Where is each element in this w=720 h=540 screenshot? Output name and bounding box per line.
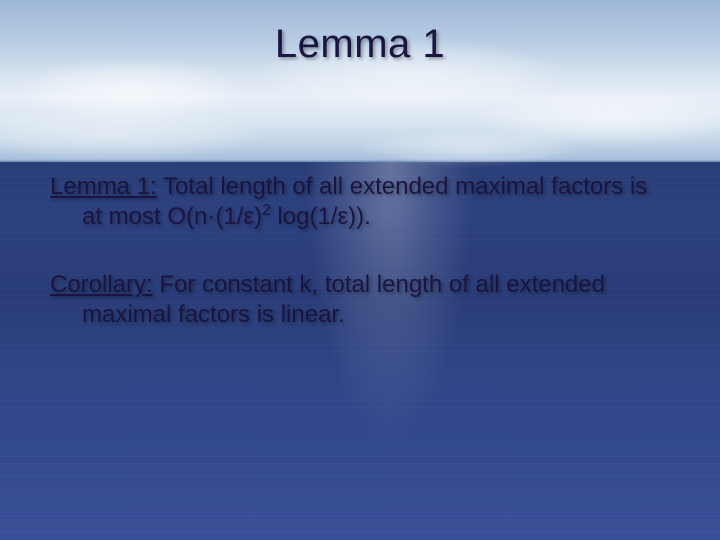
slide-body: Lemma 1: Total length of all extended ma…	[50, 172, 670, 368]
lemma-math-sup: 2	[262, 202, 271, 219]
lemma-lead: Lemma 1:	[50, 173, 157, 200]
corollary-paragraph: Corollary: For constant k, total length …	[50, 270, 670, 330]
cloud-decoration	[360, 130, 580, 165]
cloud-decoration	[480, 90, 720, 145]
lemma-paragraph: Lemma 1: Total length of all extended ma…	[50, 172, 670, 232]
slide: Lemma 1 Lemma 1: Total length of all ext…	[0, 0, 720, 540]
corollary-lead: Corollary:	[50, 271, 153, 298]
cloud-decoration	[0, 110, 260, 160]
cloud-decoration	[20, 60, 240, 120]
lemma-math-prefix: O(n·(1/ε)	[167, 203, 262, 230]
lemma-math-suffix: log(1/ε)).	[271, 203, 371, 230]
slide-title: Lemma 1	[0, 22, 720, 67]
corollary-text: For constant k, total length of all exte…	[82, 271, 605, 328]
